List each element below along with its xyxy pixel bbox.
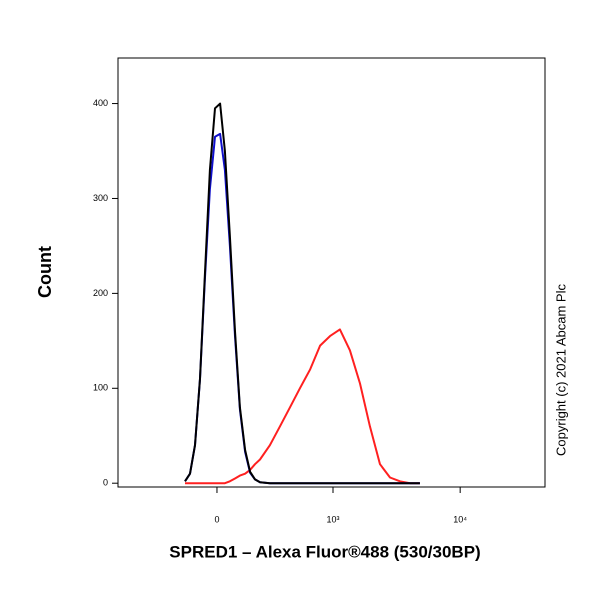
plot-frame [117,57,546,488]
y-tick-label: 200 [93,288,108,298]
x-tick-label: 10⁴ [453,514,467,524]
y-axis-label: Count [35,246,55,298]
histogram-line [184,132,420,485]
y-tick-label: 100 [93,383,108,393]
x-axis-label: SPRED1 – Alexa Fluor®488 (530/30BP) [169,542,480,561]
y-tick-label: 0 [103,478,108,488]
x-tick-label: 10³ [326,514,339,524]
histogram-line [185,328,420,485]
histogram-line [184,102,420,485]
y-tick-label: 300 [93,193,108,203]
y-tick-label: 400 [93,98,108,108]
copyright: Copyright (c) 2021 Abcam Plc [553,284,568,456]
x-tick-label: 0 [214,514,219,524]
